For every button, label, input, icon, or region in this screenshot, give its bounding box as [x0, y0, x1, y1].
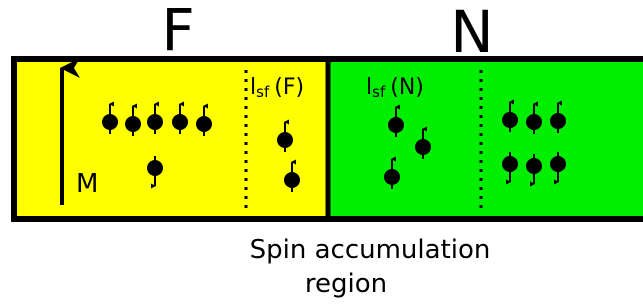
electron: [277, 132, 293, 148]
page: F N M lsf(F) lsf(N) Spin accumulation re…: [0, 0, 643, 305]
subscript: sf: [372, 83, 386, 101]
suffix: (F): [274, 75, 304, 100]
electron: [415, 139, 431, 155]
electron: [502, 156, 518, 172]
suffix: (N): [390, 75, 424, 100]
electron: [384, 169, 400, 185]
electron: [196, 116, 212, 132]
diagram: F N M lsf(F) lsf(N) Spin accumulation re…: [0, 0, 643, 305]
region-label: F: [161, 0, 194, 64]
electron: [284, 172, 300, 188]
electron: [172, 114, 188, 130]
electron: [388, 117, 404, 133]
electron: [550, 113, 566, 129]
electron: [125, 116, 141, 132]
electron: [550, 156, 566, 172]
region-label: N: [450, 0, 493, 66]
electron: [147, 160, 163, 176]
subscript: sf: [256, 83, 270, 101]
caption: region: [305, 269, 387, 299]
caption: Spin accumulation: [250, 235, 491, 265]
electron: [526, 158, 542, 174]
magnetization-label: M: [76, 169, 98, 199]
electron: [526, 114, 542, 130]
electron: [147, 114, 163, 130]
electron: [502, 112, 518, 128]
electron: [102, 114, 118, 130]
